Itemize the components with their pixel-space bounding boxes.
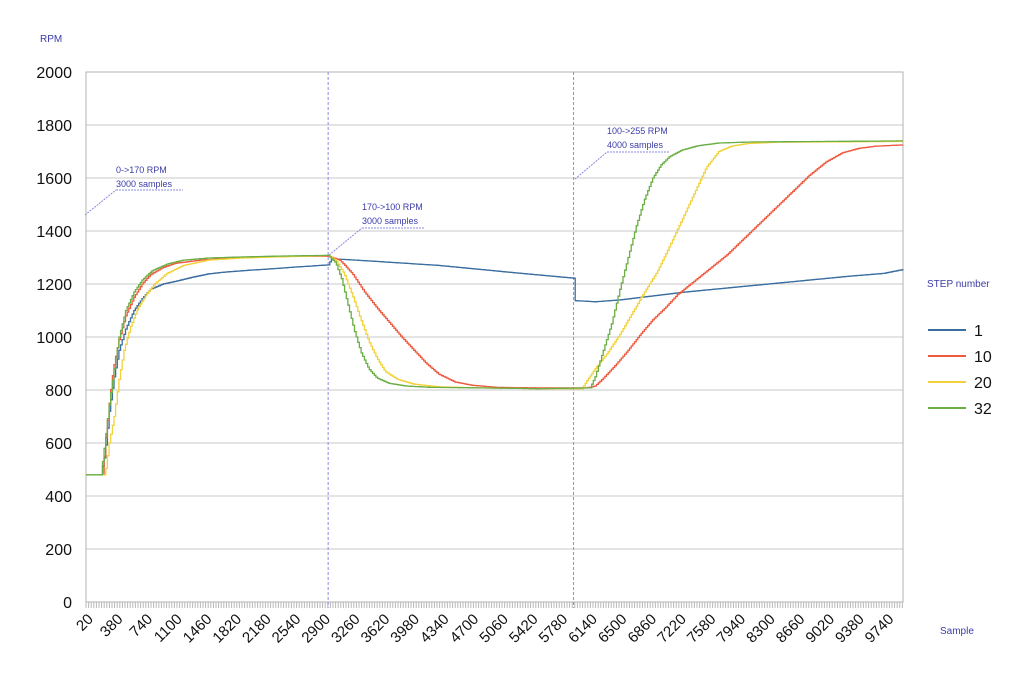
x-tick-label: 9380: [832, 611, 868, 647]
annotation-line1: 100->255 RPM: [607, 126, 668, 136]
x-tick-label: 5780: [536, 611, 572, 647]
series-line-10: [86, 144, 904, 476]
legend-label-1: 1: [974, 323, 983, 340]
y-tick-label: 200: [45, 542, 72, 559]
x-tick-label: 3620: [358, 611, 394, 647]
legend-label-10: 10: [974, 349, 992, 366]
series-line-1: [86, 258, 904, 476]
y-tick-labels: 0 200 400 600 800 1000 1200 1400 1600 1800 2000: [36, 65, 72, 612]
x-minor-ticks: [85, 602, 903, 608]
annotation-leader: [574, 151, 608, 180]
x-tick-label: 6140: [565, 611, 601, 647]
annotation-leader: [84, 189, 117, 216]
x-tick-label: 6500: [595, 611, 631, 647]
y-tick-label: 400: [45, 489, 72, 506]
x-tick-label: 3980: [387, 611, 423, 647]
x-tick-label: 5420: [506, 611, 542, 647]
y-tick-label: 1000: [36, 330, 72, 347]
series-lines: [86, 140, 904, 476]
x-tick-label: 1820: [209, 611, 245, 647]
gridlines: [85, 71, 904, 608]
series-line-32: [86, 140, 903, 476]
x-tick-label: 7580: [684, 611, 720, 647]
y-tick-label: 0: [63, 595, 72, 612]
x-tick-label: 7940: [713, 611, 749, 647]
legend: STEP number 1 10 20 32: [927, 279, 992, 418]
x-tick-labels: 20 380 74011001460182021802540290032603620…: [73, 611, 897, 647]
x-tick-label: 20: [73, 611, 97, 635]
legend-label-32: 32: [974, 401, 992, 418]
annotation-line2: 3000 samples: [362, 216, 419, 226]
x-tick-label: 4700: [447, 611, 483, 647]
x-tick-label: 6860: [625, 611, 661, 647]
x-tick-label: 4340: [417, 611, 453, 647]
x-tick-label: 2900: [298, 611, 334, 647]
x-tick-label: 8660: [773, 611, 809, 647]
x-tick-label: 2180: [239, 611, 275, 647]
annotation-line1: 170->100 RPM: [362, 202, 423, 212]
y-tick-label: 1400: [36, 224, 72, 241]
y-tick-label: 1200: [36, 277, 72, 294]
x-tick-label: 8300: [743, 611, 779, 647]
y-tick-label: 1800: [36, 118, 72, 135]
x-tick-label: 2540: [269, 611, 305, 647]
x-tick-label: 5060: [476, 611, 512, 647]
x-tick-label: 9020: [802, 611, 838, 647]
annotation-leader: [328, 227, 363, 256]
x-tick-label: 9740: [862, 611, 898, 647]
x-tick-label: 1460: [180, 611, 216, 647]
annotation-line2: 3000 samples: [116, 179, 173, 189]
x-axis-title: Sample: [940, 626, 974, 637]
phase-marker-lines: [327, 72, 575, 608]
y-tick-label: 800: [45, 383, 72, 400]
x-tick-label: 7220: [654, 611, 690, 647]
annotations: 0->170 RPM 3000 samples 170->100 RPM 3000 s…: [84, 126, 670, 256]
legend-label-20: 20: [974, 375, 992, 392]
x-tick-label: 740: [126, 611, 156, 641]
annotation-line1: 0->170 RPM: [116, 165, 167, 175]
y-tick-label: 2000: [36, 65, 72, 82]
y-axis-title: RPM: [40, 34, 62, 45]
x-tick-label: 3260: [328, 611, 364, 647]
series-line-20: [86, 140, 903, 476]
y-tick-label: 1600: [36, 171, 72, 188]
x-tick-label: 1100: [151, 611, 186, 646]
annotation-line2: 4000 samples: [607, 140, 664, 150]
y-tick-label: 600: [45, 436, 72, 453]
legend-title: STEP number: [927, 279, 990, 290]
x-tick-label: 380: [97, 611, 127, 641]
